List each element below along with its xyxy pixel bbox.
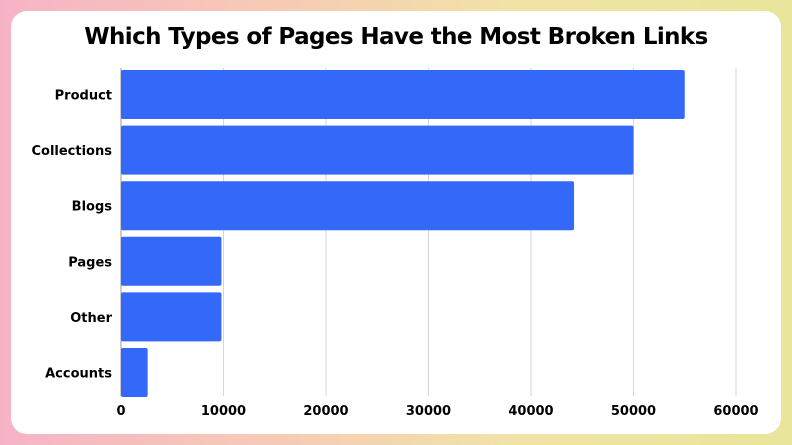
category-label: Other [70, 311, 112, 326]
x-tick-label: 10000 [201, 404, 246, 419]
category-label: Blogs [72, 200, 113, 215]
x-tick-label: 20000 [303, 404, 348, 419]
bars [121, 70, 685, 397]
category-label: Accounts [45, 367, 112, 382]
chart-title: Which Types of Pages Have the Most Broke… [84, 24, 708, 50]
x-tick-label: 40000 [508, 404, 553, 419]
x-tick-label: 50000 [611, 404, 656, 419]
x-tick-label: 0 [116, 404, 125, 419]
bar-accounts [121, 348, 148, 397]
x-tick-label: 30000 [406, 404, 451, 419]
category-label: Product [55, 89, 112, 104]
bar-collections [121, 125, 634, 175]
gridlines [120, 68, 737, 396]
category-label: Collections [31, 144, 112, 159]
category-labels: Product Collections Blogs Pages Other Account… [31, 89, 112, 382]
bar-product [121, 70, 685, 119]
x-tick-labels: 0 10000 20000 30000 40000 50000 60000 [116, 404, 758, 419]
x-tick-label: 60000 [713, 404, 758, 419]
category-label: Pages [68, 255, 112, 270]
bar-other [121, 292, 222, 342]
bar-pages [121, 236, 222, 286]
bar-blogs [121, 181, 575, 231]
